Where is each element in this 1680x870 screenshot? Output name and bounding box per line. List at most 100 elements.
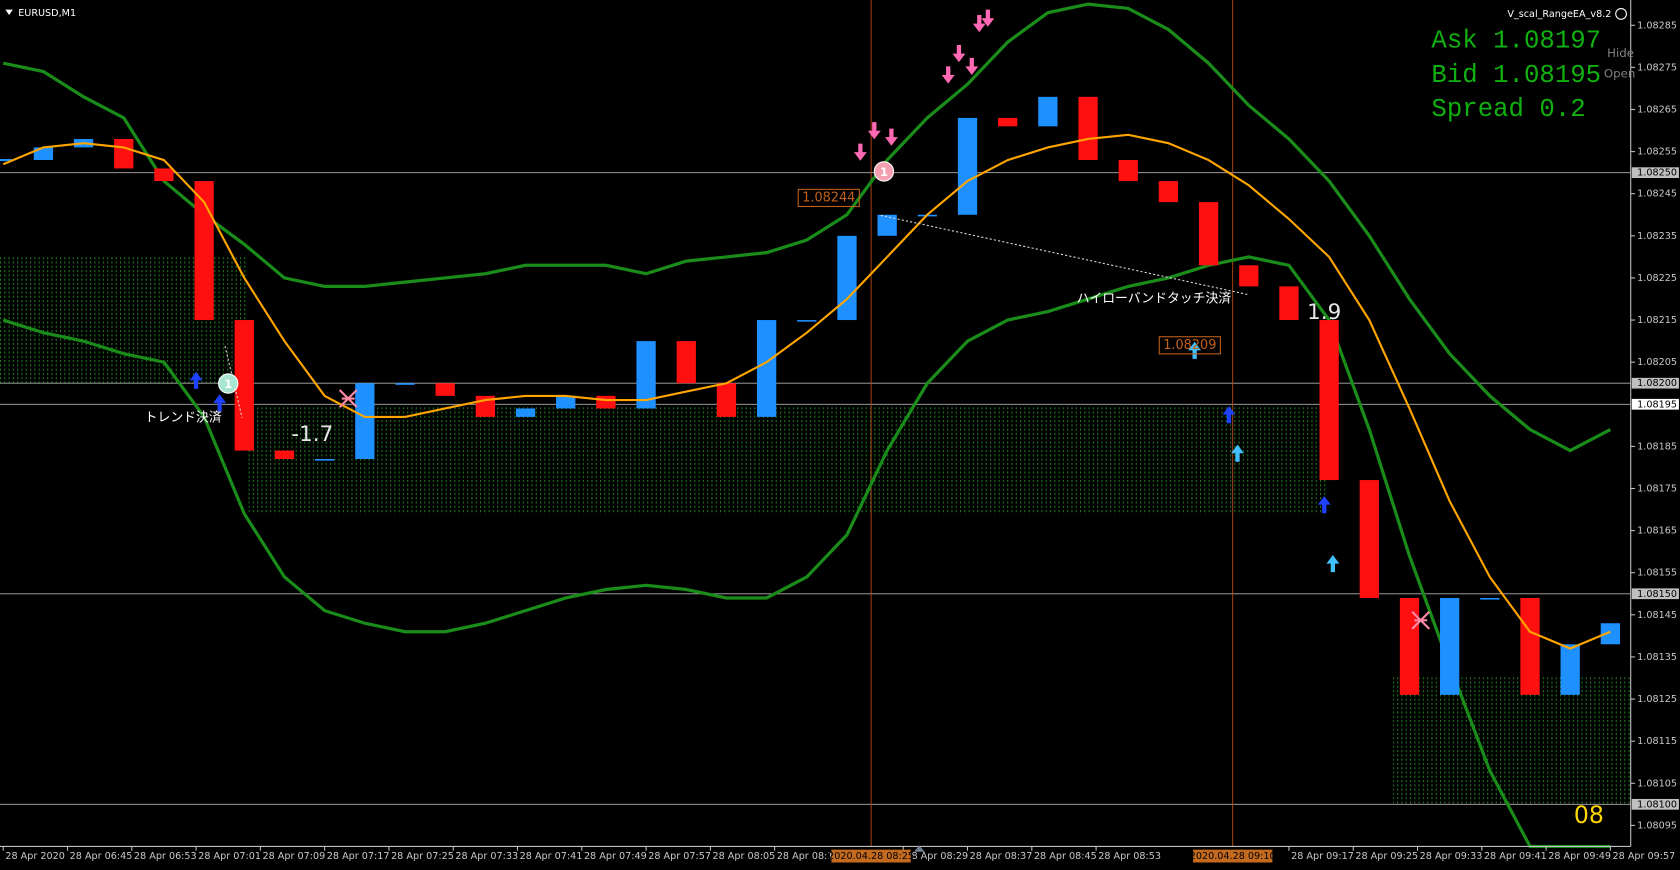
y-tick-label: 1.08255 bbox=[1637, 147, 1677, 158]
range-zone bbox=[248, 407, 1329, 515]
expert-smiley[interactable] bbox=[1615, 8, 1627, 20]
candle bbox=[877, 214, 897, 236]
x-tick-label: 28 Apr 09:33 bbox=[1420, 851, 1483, 862]
candle bbox=[1399, 597, 1420, 695]
x-tick-label: 28 Apr 07:01 bbox=[198, 851, 261, 862]
menu-triangle[interactable] bbox=[5, 9, 13, 15]
y-tick-label: 1.08175 bbox=[1637, 483, 1677, 494]
x-tick-label: 28 Apr 09:57 bbox=[1613, 851, 1676, 862]
x-tick-label: 28 Apr 09:41 bbox=[1484, 851, 1547, 862]
x-tick-label: 28 Apr 08:13 bbox=[777, 851, 840, 862]
y-tick-label: 1.08155 bbox=[1637, 568, 1677, 579]
x-tick-label: 28 Apr 08:05 bbox=[713, 851, 776, 862]
candle bbox=[194, 181, 214, 321]
level-label: 1.08250 bbox=[1637, 168, 1677, 179]
price-mark-box bbox=[1158, 336, 1221, 355]
x-tick-label: 28 Apr 2020 bbox=[5, 851, 65, 862]
candle bbox=[435, 383, 455, 396]
time-marker-box bbox=[1193, 849, 1273, 863]
y-tick-label: 1.08125 bbox=[1637, 694, 1677, 705]
level-box bbox=[1631, 167, 1679, 179]
y-tick-label: 1.08265 bbox=[1637, 104, 1677, 115]
candle bbox=[1198, 202, 1219, 266]
y-tick-label: 1.08135 bbox=[1637, 652, 1677, 663]
x-tick-label: 28 Apr 09:17 bbox=[1291, 851, 1354, 862]
candle bbox=[756, 320, 777, 417]
candle bbox=[355, 383, 375, 460]
entry-mark: 1 bbox=[880, 165, 888, 179]
scroll-marker[interactable] bbox=[913, 845, 925, 852]
hide-button[interactable]: Hide bbox=[1607, 46, 1634, 60]
candle bbox=[515, 408, 536, 417]
candle bbox=[1118, 160, 1138, 182]
counter-label: 08 bbox=[1574, 801, 1604, 829]
trade-line bbox=[880, 214, 1249, 296]
trade-line bbox=[224, 345, 243, 418]
x-tick-label: 28 Apr 08:45 bbox=[1034, 851, 1097, 862]
y-tick-label: 1.08095 bbox=[1637, 820, 1677, 831]
x-tick-label: 28 Apr 07:33 bbox=[455, 851, 518, 862]
moving-average bbox=[2, 133, 1611, 650]
candle bbox=[1359, 480, 1379, 598]
level-label: 1.08200 bbox=[1637, 378, 1677, 389]
y-tick-label: 1.08165 bbox=[1637, 526, 1677, 537]
price-mark-label: 1.08244 bbox=[802, 190, 855, 205]
y-tick-label: 1.08235 bbox=[1637, 231, 1677, 242]
level-label: 1.08150 bbox=[1637, 589, 1677, 600]
candle bbox=[1520, 597, 1540, 695]
candle bbox=[234, 320, 254, 451]
exit-icon bbox=[1411, 611, 1431, 630]
entry-mark: 1 bbox=[224, 377, 232, 391]
candle bbox=[1038, 96, 1058, 127]
exit-label: ハイローバンドタッチ決済 bbox=[1077, 290, 1232, 306]
candle bbox=[1078, 96, 1098, 161]
y-tick-label: 1.08145 bbox=[1637, 610, 1677, 621]
candle bbox=[957, 117, 978, 215]
candle bbox=[1279, 286, 1299, 321]
band-lower bbox=[2, 255, 1611, 849]
level-label: 1.08195 bbox=[1637, 399, 1677, 410]
candle bbox=[797, 320, 817, 322]
ask-label: Ask 1.08197 bbox=[1431, 27, 1601, 56]
candle bbox=[1319, 320, 1339, 481]
x-tick-label: 28 Apr 06:53 bbox=[134, 851, 197, 862]
x-tick-label: 28 Apr 07:49 bbox=[584, 851, 647, 862]
result-label: 1.9 bbox=[1307, 300, 1341, 325]
x-tick-label: 28 Apr 07:57 bbox=[648, 851, 711, 862]
candle bbox=[315, 459, 335, 461]
x-tick-label: 28 Apr 09:25 bbox=[1355, 851, 1418, 862]
candle bbox=[676, 341, 696, 384]
candle bbox=[556, 395, 576, 409]
x-tick-label: 28 Apr 07:41 bbox=[520, 851, 583, 862]
candle bbox=[154, 168, 174, 182]
expert-label: V_scal_RangeEA_v8.2 bbox=[1507, 9, 1611, 20]
candle bbox=[1440, 597, 1460, 695]
level-label: 1.08100 bbox=[1637, 799, 1677, 810]
x-tick-label: 28 Apr 07:09 bbox=[263, 851, 326, 862]
bid-label: Bid 1.08195 bbox=[1431, 61, 1601, 90]
x-tick-label: 28 Apr 08:29 bbox=[905, 851, 968, 862]
candle bbox=[1560, 644, 1580, 695]
candle bbox=[1158, 181, 1179, 203]
candle bbox=[998, 117, 1018, 127]
plot-area bbox=[0, 0, 1631, 849]
x-tick-label: 28 Apr 08:53 bbox=[1098, 851, 1161, 862]
x-tick-label: 28 Apr 07:17 bbox=[327, 851, 390, 862]
price-mark-label: 1.08209 bbox=[1163, 338, 1216, 353]
candle bbox=[114, 138, 134, 169]
candle bbox=[596, 395, 616, 409]
candle bbox=[395, 383, 415, 385]
time-marker-box bbox=[831, 849, 911, 863]
y-tick-label: 1.08225 bbox=[1637, 273, 1677, 284]
candle bbox=[716, 383, 737, 417]
y-tick-label: 1.08245 bbox=[1637, 189, 1677, 200]
candle bbox=[837, 235, 857, 321]
y-tick-label: 1.08285 bbox=[1637, 20, 1677, 31]
spread-label: Spread 0.2 bbox=[1431, 95, 1585, 124]
y-tick-label: 1.08215 bbox=[1637, 315, 1677, 326]
open-button[interactable]: Open bbox=[1604, 66, 1635, 80]
time-marker-label: 2020.04.28 09:10 bbox=[1190, 851, 1276, 862]
exit-label: トレンド決済 bbox=[145, 409, 222, 425]
candle bbox=[1480, 597, 1500, 600]
